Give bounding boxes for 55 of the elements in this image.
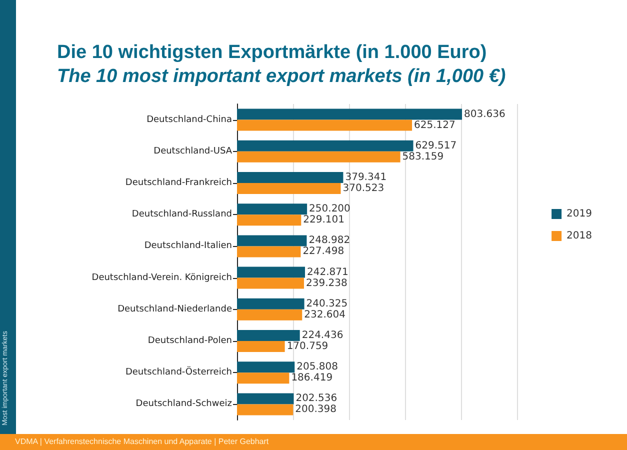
bar [237,140,414,152]
bar [237,298,304,310]
y-tick-label: Deutschland-Niederlande [118,304,232,314]
y-tick-label: Deutschland-USA [154,146,233,156]
y-tick-label: Deutschland-Frankreich [125,178,232,188]
data-label: 803.636 [464,108,506,120]
bar [237,266,306,278]
data-label: 248.982 [308,235,350,246]
data-label: 232.604 [304,309,346,320]
data-label: 202.536 [296,393,338,404]
bar [237,183,341,194]
data-label: 205.808 [296,362,338,373]
bar [237,404,294,416]
chart-title: Die 10 wichtigsten Exportmärkte (in 1.000 Euro) [57,41,488,65]
data-label: 242.871 [307,266,348,278]
data-label: 629.517 [415,140,457,152]
bar [237,341,285,352]
bar [237,204,308,215]
y-tick-label: Deutschland-Russland [132,210,232,220]
data-label: 227.498 [302,246,344,258]
y-tick-label: Deutschland-Polen [148,336,232,346]
bar [237,330,300,341]
y-tick-label: Deutschland-Verein. Königreich [92,272,232,283]
bar [237,393,294,404]
data-label: 170.759 [286,341,328,352]
bar [237,108,462,120]
data-label: 239.238 [306,278,348,289]
chart-subtitle: The 10 most important export markets (in 1,000 €) [57,65,506,89]
bar [237,214,302,226]
data-label: 229.101 [303,214,345,226]
bar [237,372,290,384]
legend-label: 2019 [566,208,592,220]
bar [237,120,412,131]
legend-label: 2018 [566,230,592,242]
data-label: 370.523 [342,183,384,194]
data-label: 200.398 [295,404,336,416]
bar [237,246,301,258]
bar [237,278,304,289]
y-tick-label: Deutschland-Schweiz [136,399,232,410]
y-tick-label: Deutschland-Italien [144,241,232,252]
data-label: 583.159 [402,151,444,162]
data-label: 625.127 [414,120,456,131]
bar [237,151,400,162]
bar [237,172,344,183]
bar [237,235,307,246]
data-label: 224.436 [302,330,344,341]
data-label: 186.419 [291,372,333,384]
y-tick-label: Deutschland-China [146,114,232,125]
y-tick-label: Deutschland-Österreich [125,366,232,378]
text: VDMA | Verfahrenstechnische Maschinen und Apparate | Peter Gebhart [15,437,269,446]
data-label: 379.341 [345,172,387,183]
data-label: 250.200 [309,204,350,215]
bar [237,309,302,320]
bar [237,362,295,373]
data-label: 240.325 [306,298,348,310]
